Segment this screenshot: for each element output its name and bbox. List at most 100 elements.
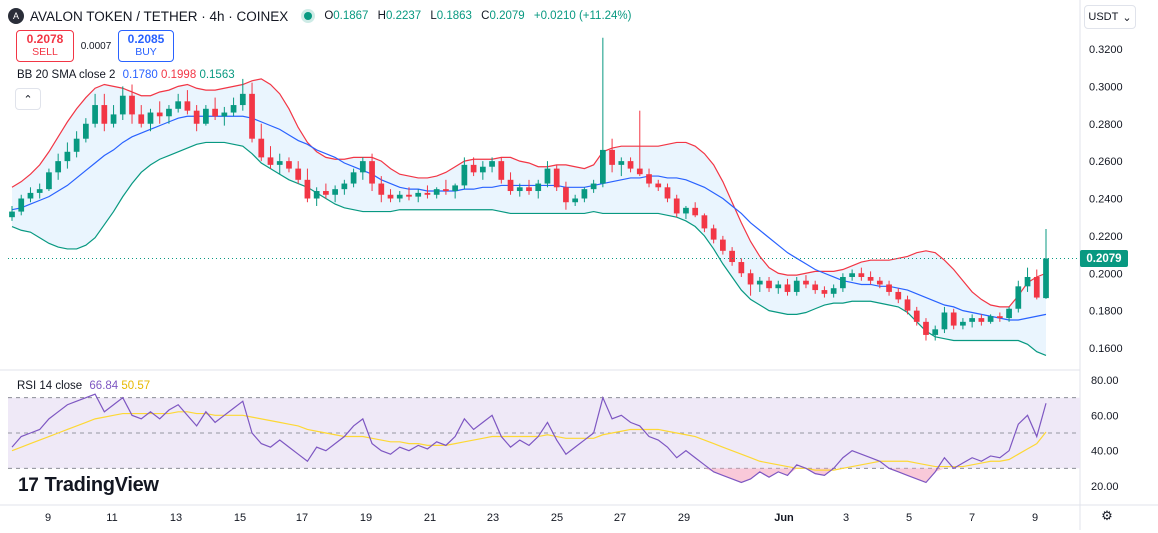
candle-body bbox=[812, 284, 819, 291]
bb-upper-value: 0.1998 bbox=[161, 69, 197, 81]
sell-button[interactable]: 0.2078 SELL bbox=[16, 30, 74, 62]
rsi-value: 66.84 bbox=[89, 380, 119, 392]
price-tick-label: 0.2400 bbox=[1089, 194, 1123, 206]
candle-body bbox=[590, 183, 597, 190]
candle-body bbox=[784, 284, 791, 292]
bb-lower-line bbox=[11, 141, 1047, 357]
candle-body bbox=[692, 207, 699, 216]
candle-body bbox=[276, 161, 283, 165]
time-tick-label: 15 bbox=[234, 512, 246, 524]
ohlc-values: O0.1867 H0.2237 L0.1863 C0.2079 +0.0210 … bbox=[324, 10, 637, 22]
candle-body bbox=[923, 321, 929, 335]
candle-body bbox=[766, 280, 772, 289]
candle-body bbox=[572, 198, 579, 203]
price-tick-label: 0.3000 bbox=[1089, 81, 1123, 93]
time-tick-label: 21 bbox=[424, 512, 436, 524]
candle-body bbox=[507, 179, 514, 192]
candle-body bbox=[479, 166, 486, 173]
rsi-tick-label: 20.00 bbox=[1091, 481, 1119, 493]
price-tick-label: 0.1800 bbox=[1089, 306, 1123, 318]
candle-body bbox=[406, 194, 412, 197]
candle-body bbox=[489, 161, 495, 167]
candle-body bbox=[461, 164, 468, 186]
candle-body bbox=[996, 316, 1003, 319]
candle-body bbox=[166, 108, 172, 117]
candle-body bbox=[581, 189, 588, 199]
sell-label: SELL bbox=[32, 46, 58, 58]
price-tick-label: 0.1600 bbox=[1089, 343, 1123, 355]
candle-body bbox=[1015, 286, 1022, 309]
candle-body bbox=[212, 108, 218, 117]
candle-body bbox=[840, 276, 846, 289]
rsi-legend[interactable]: RSI 14 close 66.84 50.57 bbox=[17, 380, 150, 392]
candle-body bbox=[720, 239, 726, 251]
bb-legend[interactable]: BB 20 SMA close 2 0.1780 0.1998 0.1563 bbox=[17, 69, 235, 81]
candle-body bbox=[673, 198, 680, 214]
candle-body bbox=[1006, 308, 1012, 319]
candle-body bbox=[535, 183, 542, 192]
candle-body bbox=[378, 183, 385, 195]
bb-upper-line bbox=[11, 78, 1047, 308]
candle-body bbox=[609, 149, 615, 165]
price-tick-label: 0.3200 bbox=[1089, 44, 1123, 56]
candle-body bbox=[193, 110, 200, 124]
brand-name: TradingView bbox=[44, 474, 159, 496]
candle-body bbox=[452, 185, 459, 192]
candle-body bbox=[64, 151, 71, 162]
candle-body bbox=[138, 114, 145, 124]
last-price-badge: 0.2079 bbox=[1080, 250, 1128, 267]
candle-body bbox=[230, 105, 237, 113]
high-value: 0.2237 bbox=[385, 10, 422, 22]
collapse-legend-button[interactable]: ⌃ bbox=[15, 88, 41, 110]
tradingview-logo[interactable]: 17 TradingView bbox=[18, 474, 159, 497]
candle-body bbox=[147, 112, 154, 124]
rsi-name: RSI 14 close bbox=[17, 380, 83, 392]
low-value: 0.1863 bbox=[436, 10, 472, 22]
candle-body bbox=[886, 284, 892, 292]
candle-body bbox=[876, 280, 883, 285]
currency-selector[interactable]: USDT ⌄ bbox=[1084, 5, 1136, 29]
bb-name: BB 20 SMA close 2 bbox=[17, 69, 116, 81]
candle-body bbox=[258, 138, 265, 158]
buy-label: BUY bbox=[135, 46, 157, 58]
candle-body bbox=[830, 288, 837, 294]
candle-body bbox=[341, 183, 348, 190]
candle-body bbox=[443, 189, 449, 192]
candle-body bbox=[701, 215, 708, 229]
sell-price: 0.2078 bbox=[26, 32, 64, 46]
candle-body bbox=[433, 189, 440, 195]
buy-button[interactable]: 0.2085 BUY bbox=[118, 30, 174, 62]
candle-body bbox=[756, 280, 763, 285]
chevron-down-icon: ⌄ bbox=[1122, 11, 1132, 24]
candle-body bbox=[664, 187, 671, 199]
candle-body bbox=[960, 321, 966, 326]
candle-body bbox=[803, 280, 809, 285]
time-tick-label: 27 bbox=[614, 512, 626, 524]
buy-price: 0.2085 bbox=[127, 32, 165, 46]
candle-body bbox=[304, 179, 311, 199]
candle-body bbox=[92, 105, 98, 124]
candle-body bbox=[175, 101, 182, 109]
candle-body bbox=[9, 211, 15, 218]
settings-gear-icon[interactable]: ⚙ bbox=[1101, 508, 1113, 523]
candle-body bbox=[313, 191, 320, 199]
time-tick-label: 9 bbox=[1032, 512, 1038, 524]
open-value: 0.1867 bbox=[333, 10, 369, 22]
candle-body bbox=[646, 174, 652, 184]
symbol-title[interactable]: AVALON TOKEN / TETHER · 4h · COINEX bbox=[30, 8, 289, 24]
candle-body bbox=[895, 291, 902, 300]
candle-body bbox=[987, 316, 994, 322]
candle-body bbox=[424, 192, 431, 195]
candle-body bbox=[775, 284, 782, 289]
candle-body bbox=[46, 172, 52, 190]
candle-body bbox=[618, 161, 625, 165]
candle-body bbox=[359, 161, 366, 173]
time-tick-label: 19 bbox=[360, 512, 372, 524]
price-tick-label: 0.2800 bbox=[1089, 119, 1123, 131]
candle-body bbox=[729, 250, 735, 263]
candle-body bbox=[636, 168, 643, 175]
candle-body bbox=[683, 207, 689, 214]
candle-body bbox=[516, 187, 523, 192]
candle-body bbox=[470, 164, 477, 173]
